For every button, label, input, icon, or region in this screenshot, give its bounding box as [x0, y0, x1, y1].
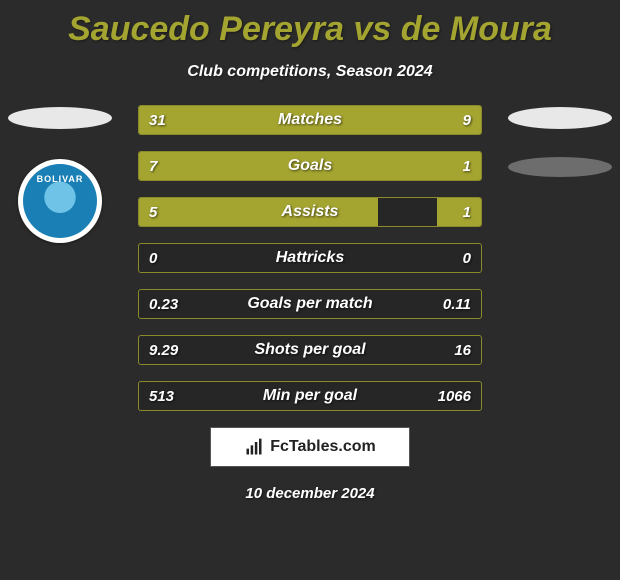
- stat-value-left: 31: [149, 106, 166, 134]
- footer-brand-text: FcTables.com: [270, 438, 376, 456]
- stat-row: Shots per goal9.29 16: [138, 335, 482, 365]
- stat-label: Assists: [139, 198, 481, 226]
- stat-value-right: 0: [463, 244, 471, 272]
- stat-value-left: 513: [149, 382, 174, 410]
- stat-row: Matches31 9: [138, 105, 482, 135]
- stat-row: Goals per match0.23 0.11: [138, 289, 482, 319]
- stat-value-left: 0: [149, 244, 157, 272]
- page-title: Saucedo Pereyra vs de Moura: [0, 0, 620, 49]
- stat-value-left: 0.23: [149, 290, 178, 318]
- club-badge-inner: BOLIVAR: [23, 164, 97, 238]
- stat-row: Min per goal513 1066: [138, 381, 482, 411]
- stat-label: Min per goal: [139, 382, 481, 410]
- stat-value-left: 9.29: [149, 336, 178, 364]
- footer-brand-badge[interactable]: FcTables.com: [210, 427, 410, 467]
- stat-label: Shots per goal: [139, 336, 481, 364]
- stat-value-right: 9: [463, 106, 471, 134]
- stat-value-left: 7: [149, 152, 157, 180]
- stat-value-left: 5: [149, 198, 157, 226]
- date-text: 10 december 2024: [0, 485, 620, 502]
- club-left-badge: BOLIVAR: [18, 159, 102, 243]
- stat-value-right: 1: [463, 152, 471, 180]
- player-right-placeholder: [508, 107, 612, 129]
- club-badge-text: BOLIVAR: [37, 174, 84, 184]
- club-right-placeholder: [508, 157, 612, 177]
- stat-row: Goals7 1: [138, 151, 482, 181]
- comparison-content: BOLIVAR Matches319Goals71Assists51Hattri…: [0, 101, 620, 411]
- stat-row: Assists5 1: [138, 197, 482, 227]
- page-subtitle: Club competitions, Season 2024: [0, 63, 620, 81]
- stat-label: Matches: [139, 106, 481, 134]
- chart-icon: [244, 437, 264, 457]
- stats-bars: Matches319Goals71Assists51Hattricks00Goa…: [138, 101, 482, 411]
- player-left-placeholder: [8, 107, 112, 129]
- stat-value-right: 16: [454, 336, 471, 364]
- stat-row: Hattricks0 0: [138, 243, 482, 273]
- stat-label: Goals per match: [139, 290, 481, 318]
- stat-label: Goals: [139, 152, 481, 180]
- stat-label: Hattricks: [139, 244, 481, 272]
- stat-value-right: 1: [463, 198, 471, 226]
- stat-value-right: 1066: [438, 382, 471, 410]
- stat-value-right: 0.11: [443, 290, 471, 318]
